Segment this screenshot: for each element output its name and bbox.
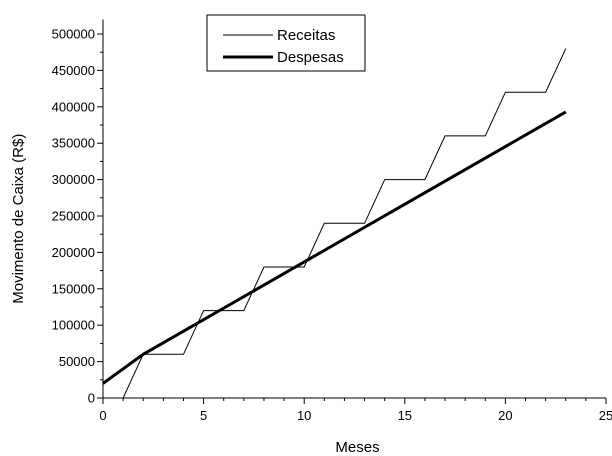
legend-box: [206, 14, 366, 72]
y-tick-label: 350000: [52, 136, 95, 151]
series-line-receitas: [122, 48, 567, 399]
chart-series: [102, 48, 567, 399]
x-tick-label: 20: [498, 408, 512, 423]
chart-axes: 0 50000 100000 150000 200000 250000 300000 3500…: [52, 19, 612, 423]
series-line-despesas: [102, 110, 567, 385]
y-tick-label: 400000: [52, 99, 95, 114]
chart-legend: Receitas Despesas: [206, 14, 366, 72]
y-tick-label: 500000: [52, 27, 95, 42]
legend-label-despesas: Despesas: [277, 49, 344, 66]
x-tick-label: 0: [99, 408, 106, 423]
y-tick-label: 300000: [52, 172, 95, 187]
y-tick-label: 50000: [59, 354, 95, 369]
y-axis-title: Movimento de Caixa (R$): [10, 134, 27, 304]
y-tick-label: 0: [88, 391, 95, 406]
x-tick-label: 25: [599, 408, 612, 423]
y-tick-label: 200000: [52, 245, 95, 260]
y-tick-label: 100000: [52, 318, 95, 333]
y-tick-label: 450000: [52, 63, 95, 78]
x-axis-title: Meses: [335, 439, 379, 456]
x-tick-label: 5: [200, 408, 207, 423]
legend-label-receitas: Receitas: [277, 27, 335, 44]
y-tick-label: 250000: [52, 209, 95, 224]
x-tick-label: 10: [297, 408, 311, 423]
x-tick-label: 15: [398, 408, 412, 423]
y-tick-label: 150000: [52, 281, 95, 296]
